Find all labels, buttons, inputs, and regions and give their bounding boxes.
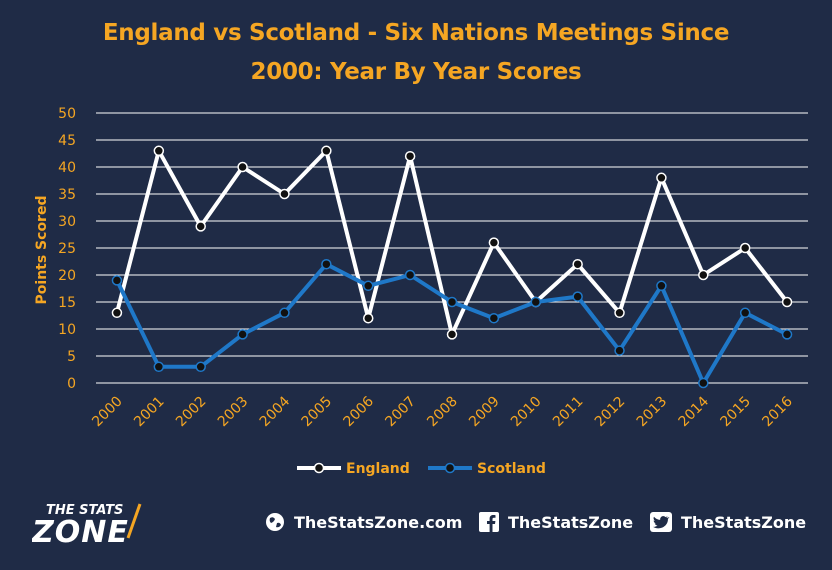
x-tick-label: 2002 bbox=[173, 394, 210, 431]
logo-text-bottom: ZONE bbox=[32, 515, 129, 550]
x-tick-label: 2005 bbox=[299, 394, 336, 431]
x-tick-label: 2007 bbox=[382, 394, 419, 431]
england-point bbox=[488, 237, 500, 248]
facebook-icon bbox=[479, 512, 499, 532]
y-tick-label: 50 bbox=[58, 106, 76, 122]
the-stats-zone-logo: THE STATS ZONE bbox=[32, 503, 142, 550]
y-axis-label: Points Scored bbox=[34, 196, 50, 305]
y-tick-label: 35 bbox=[58, 187, 76, 203]
scotland-point bbox=[279, 307, 290, 319]
scotland-point bbox=[237, 329, 248, 340]
x-tick-label: 2009 bbox=[466, 394, 503, 431]
gridlines bbox=[96, 112, 808, 384]
globe-icon bbox=[265, 512, 285, 532]
england-point bbox=[111, 307, 123, 319]
scotland-point bbox=[739, 307, 751, 319]
x-tick-label: 2004 bbox=[257, 393, 294, 430]
chart-title-line-2: 2000: Year By Year Scores bbox=[250, 59, 582, 85]
y-tick-label: 0 bbox=[67, 376, 76, 392]
y-tick-label: 45 bbox=[58, 133, 76, 149]
england-point bbox=[572, 258, 583, 270]
y-tick-label: 5 bbox=[67, 349, 76, 365]
x-tick-label: 2013 bbox=[634, 394, 671, 431]
legend-marker-scotland bbox=[444, 462, 456, 474]
x-tick-label: 2016 bbox=[759, 393, 796, 430]
scotland-point bbox=[111, 275, 123, 286]
x-tick-label: 2012 bbox=[592, 394, 629, 431]
england-point bbox=[237, 161, 248, 173]
legend-item-scotland: Scotland bbox=[428, 461, 546, 477]
x-tick-label: 2000 bbox=[89, 394, 126, 431]
england-point bbox=[739, 242, 751, 254]
footer-website-text: TheStatsZone.com bbox=[294, 512, 463, 532]
footer-facebook-text: TheStatsZone bbox=[508, 512, 634, 532]
scotland-point bbox=[404, 269, 416, 281]
logo-text-top: THE STATS bbox=[46, 503, 123, 518]
england-point bbox=[781, 296, 793, 308]
x-tick-label: 2003 bbox=[215, 394, 252, 431]
legend-label-england: England bbox=[346, 461, 410, 477]
y-axis-ticks: 0 5 10 15 20 25 30 35 40 45 50 bbox=[58, 106, 76, 392]
legend-item-england: England bbox=[297, 461, 410, 477]
scotland-point bbox=[572, 291, 583, 302]
footer-facebook[interactable]: TheStatsZone bbox=[479, 512, 633, 532]
england-point bbox=[362, 312, 374, 324]
legend-marker-england bbox=[313, 462, 325, 474]
england-point bbox=[153, 145, 165, 157]
y-tick-label: 15 bbox=[58, 295, 76, 311]
legend-label-scotland: Scotland bbox=[477, 461, 546, 477]
y-tick-label: 10 bbox=[58, 322, 76, 338]
footer-website[interactable]: TheStatsZone.com bbox=[265, 512, 462, 532]
england-point bbox=[446, 329, 458, 340]
y-tick-label: 30 bbox=[58, 214, 76, 230]
footer-twitter[interactable]: TheStatsZone bbox=[650, 512, 806, 532]
legend: England Scotland bbox=[297, 461, 546, 477]
x-tick-label: 2010 bbox=[508, 394, 545, 431]
scotland-point bbox=[446, 296, 458, 308]
y-tick-label: 25 bbox=[58, 241, 76, 257]
footer-twitter-text: TheStatsZone bbox=[681, 512, 807, 532]
england-point bbox=[321, 145, 332, 157]
x-axis-ticks: 2000 2001 2002 2003 2004 2005 2006 2007 2008 2009… bbox=[89, 393, 796, 430]
twitter-icon bbox=[650, 512, 672, 532]
scotland-point bbox=[614, 345, 625, 356]
scotland-point bbox=[362, 280, 374, 292]
scotland-point bbox=[530, 296, 542, 308]
scotland-series bbox=[111, 258, 793, 389]
x-tick-label: 2008 bbox=[424, 394, 461, 431]
scotland-point bbox=[781, 329, 793, 340]
scotland-point bbox=[153, 361, 165, 373]
scotland-point bbox=[656, 280, 667, 292]
scotland-point bbox=[698, 377, 709, 389]
england-point bbox=[404, 150, 416, 162]
x-tick-label: 2015 bbox=[717, 394, 754, 431]
england-point bbox=[698, 269, 709, 281]
series-lines bbox=[111, 145, 793, 389]
england-series bbox=[111, 145, 793, 340]
y-tick-label: 20 bbox=[58, 268, 76, 284]
england-point bbox=[195, 221, 206, 232]
x-tick-label: 2001 bbox=[131, 394, 168, 431]
x-tick-label: 2011 bbox=[550, 394, 587, 431]
x-tick-label: 2014 bbox=[676, 393, 713, 430]
england-point bbox=[614, 307, 625, 319]
y-tick-label: 40 bbox=[58, 160, 76, 176]
england-point bbox=[279, 188, 290, 200]
x-tick-label: 2006 bbox=[341, 393, 378, 430]
scotland-point bbox=[321, 258, 332, 270]
scotland-line bbox=[115, 262, 788, 385]
england-point bbox=[656, 172, 667, 184]
logo-slash bbox=[126, 503, 142, 539]
chart-title-line-1: England vs Scotland - Six Nations Meetin… bbox=[102, 20, 730, 46]
scotland-point bbox=[195, 361, 206, 373]
scotland-point bbox=[488, 312, 500, 324]
